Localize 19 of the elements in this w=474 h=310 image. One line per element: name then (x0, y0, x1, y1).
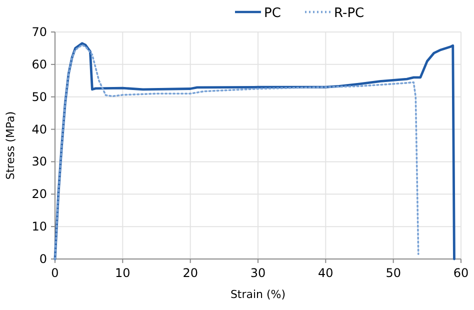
y-tick-label: 10 (32, 220, 47, 234)
x-tick-label: 10 (115, 266, 130, 280)
y-tick-label: 60 (32, 57, 47, 72)
x-tick-label: 60 (453, 266, 469, 280)
x-tick-label: 50 (386, 266, 401, 280)
y-tick-label: 0 (39, 252, 47, 266)
x-tick-label: 30 (250, 266, 266, 280)
legend-label: R-PC (334, 6, 364, 21)
x-axis-title: Strain (%) (230, 288, 286, 301)
x-tick-label: 20 (182, 266, 198, 280)
y-tick-label: 70 (32, 25, 47, 39)
y-tick-label: 40 (32, 122, 47, 136)
y-tick-label: 50 (32, 90, 47, 104)
x-tick-label: 0 (51, 266, 59, 280)
y-axis-title: Stress (MPa) (4, 111, 17, 180)
y-tick-label: 20 (32, 187, 47, 202)
legend-label: PC (264, 6, 281, 21)
x-tick-label: 40 (318, 266, 334, 280)
y-tick-label: 30 (32, 154, 47, 169)
